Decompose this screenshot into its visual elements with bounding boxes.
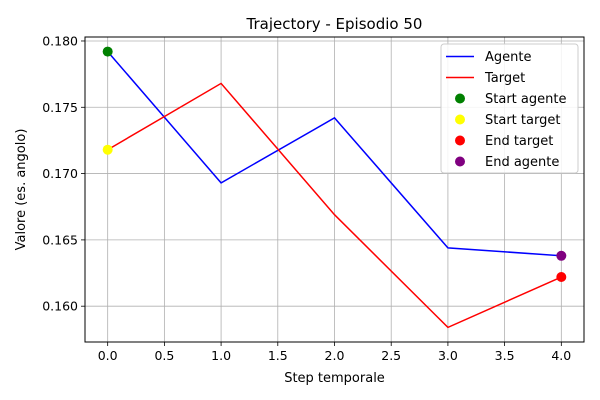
legend-label: Start agente — [485, 92, 566, 107]
y-tick-label: 0.160 — [42, 299, 78, 314]
series-lines — [107, 51, 562, 329]
y-tick-label: 0.170 — [42, 166, 78, 181]
x-axis-label: Step temporale — [284, 371, 385, 386]
x-ticks: 0.0 0.5 1.0 1.5 2.0 2.5 3.0 3.5 4.0 — [98, 342, 571, 363]
legend-label: End agente — [485, 155, 559, 170]
marker-end-target — [556, 272, 567, 283]
legend-box — [440, 43, 579, 174]
legend-label: End target — [485, 134, 553, 149]
y-axis-label: Valore (es. angolo) — [14, 129, 29, 251]
legend-marker-end-agente — [455, 156, 465, 167]
series-line-target — [107, 82, 562, 329]
series-line-agente — [107, 51, 562, 257]
y-tick-label: 0.180 — [42, 33, 78, 48]
x-tick-label: 3.0 — [438, 348, 458, 363]
x-tick-label: 1.0 — [211, 348, 231, 363]
marker-start-target — [102, 144, 113, 155]
legend-marker-end-target — [455, 135, 465, 146]
x-tick-label: 4.0 — [551, 348, 571, 363]
y-ticks: 0.160 0.165 0.170 0.175 0.180 — [42, 33, 85, 314]
legend: Agente Target Start agente Start target End … — [440, 43, 579, 174]
legend-label: Agente — [485, 50, 531, 65]
legend-marker-start-target — [455, 114, 465, 125]
legend-label: Target — [484, 71, 525, 86]
chart-title: Trajectory - Episodio 50 — [246, 15, 423, 33]
marker-end-agente — [556, 250, 567, 261]
legend-marker-start-agente — [455, 93, 465, 104]
y-tick-label: 0.175 — [42, 100, 78, 115]
x-tick-label: 3.5 — [495, 348, 515, 363]
x-tick-label: 1.5 — [268, 348, 288, 363]
legend-label: Start target — [485, 113, 560, 128]
y-tick-label: 0.165 — [42, 232, 78, 247]
x-tick-label: 0.0 — [98, 348, 118, 363]
x-tick-label: 2.5 — [381, 348, 401, 363]
x-tick-label: 0.5 — [154, 348, 174, 363]
marker-start-agente — [102, 46, 113, 57]
markers — [102, 46, 567, 283]
x-tick-label: 2.0 — [325, 348, 345, 363]
